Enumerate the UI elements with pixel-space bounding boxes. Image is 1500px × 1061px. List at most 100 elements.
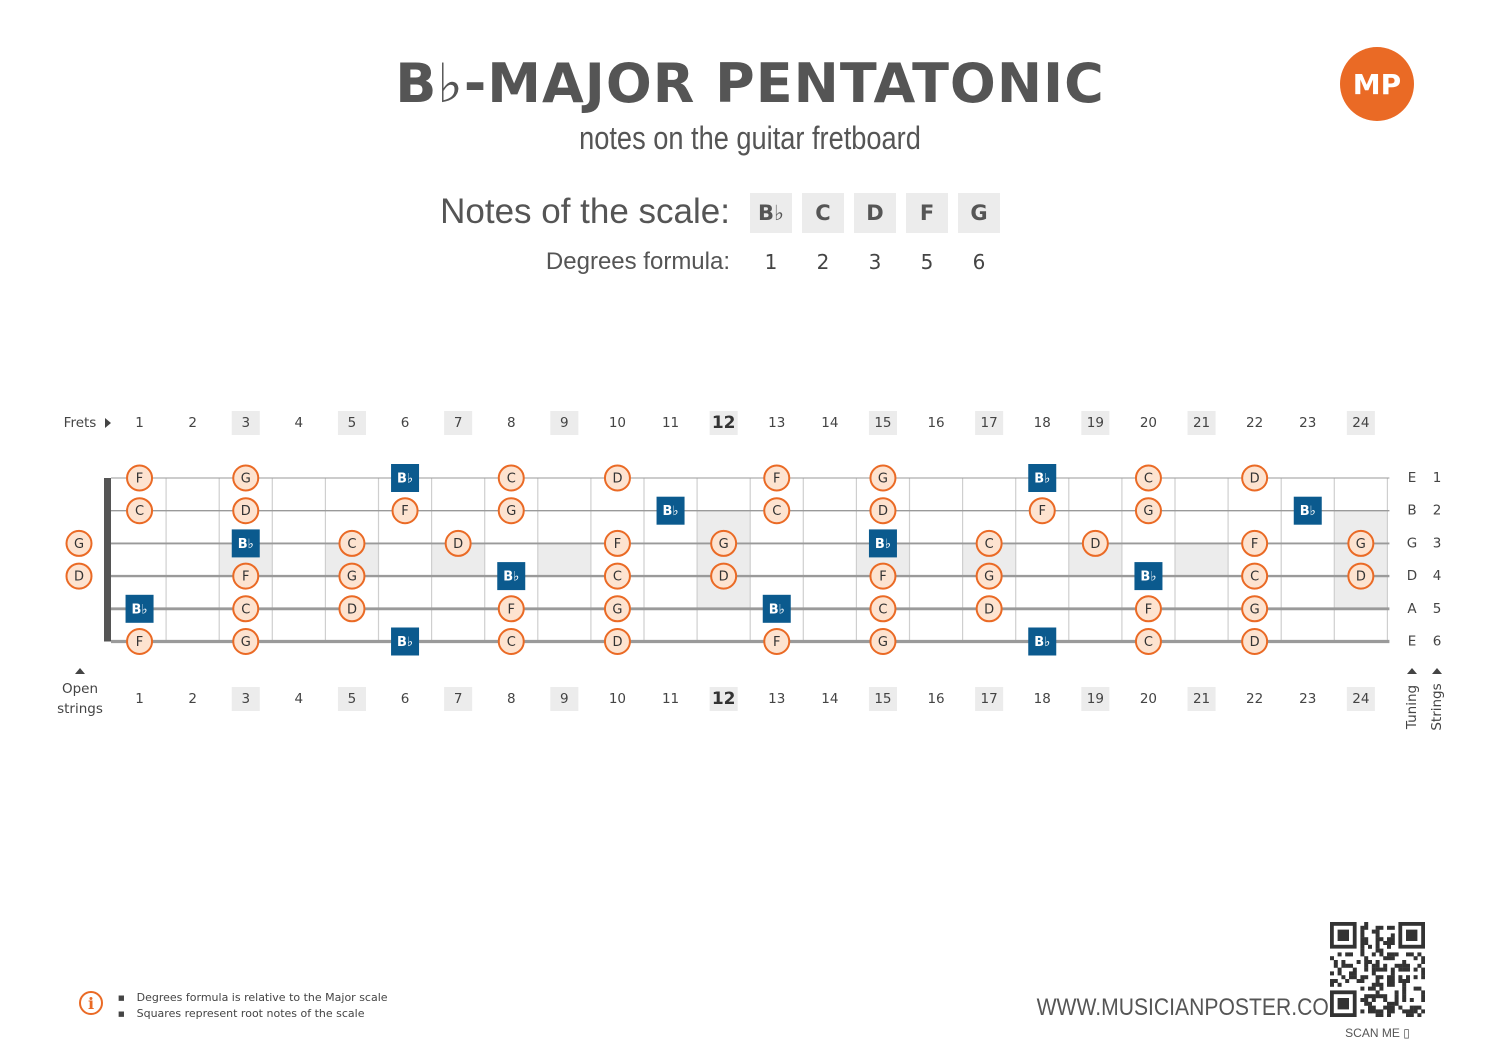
fret-number: 5 bbox=[348, 691, 357, 707]
scale-note-label: D bbox=[612, 635, 622, 650]
root-note-square bbox=[231, 529, 260, 558]
scale-note-label: G bbox=[241, 472, 251, 487]
fret-number: 3 bbox=[241, 415, 250, 431]
root-note-square bbox=[656, 496, 685, 525]
tuning-label: Tuning bbox=[1404, 685, 1420, 730]
fret-number: 16 bbox=[927, 691, 944, 707]
scale-note-circle bbox=[497, 497, 525, 525]
fret-number-box bbox=[1081, 687, 1110, 711]
root-note-label: B♭ bbox=[1300, 504, 1316, 519]
fret-number: 20 bbox=[1140, 415, 1157, 431]
fret-number-box bbox=[1346, 687, 1375, 711]
scale-note-circle bbox=[1081, 529, 1109, 557]
scale-note-circle bbox=[232, 464, 260, 492]
root-note-label: B♭ bbox=[1140, 570, 1156, 585]
scale-note-label: G bbox=[878, 635, 888, 650]
fret-number: 19 bbox=[1087, 415, 1104, 431]
root-note-square bbox=[1293, 496, 1322, 525]
fret-number-box bbox=[1346, 411, 1375, 435]
footnote-item: Squares represent root notes of the scal… bbox=[118, 1006, 388, 1022]
fret-number-box bbox=[231, 411, 260, 435]
scale-note-circle bbox=[126, 497, 154, 525]
scale-note-label: D bbox=[1090, 537, 1100, 552]
fret-number: 12 bbox=[712, 413, 736, 433]
scale-note-label: C bbox=[985, 537, 994, 552]
scale-note-circle bbox=[975, 562, 1003, 590]
scale-note-label: G bbox=[984, 570, 994, 585]
root-note-label: B♭ bbox=[397, 635, 413, 650]
musicianposter-logo[interactable]: MP bbox=[1340, 47, 1414, 121]
scale-note-label: C bbox=[1144, 472, 1153, 487]
qr-code-icon[interactable] bbox=[1330, 922, 1425, 1017]
fret-number: 6 bbox=[401, 415, 410, 431]
scale-note: F bbox=[906, 193, 948, 233]
scale-note-label: D bbox=[878, 504, 888, 519]
fret-number-box bbox=[868, 687, 897, 711]
string-number: 6 bbox=[1433, 634, 1442, 650]
string-number: 1 bbox=[1433, 470, 1442, 486]
scale-note-circle bbox=[603, 464, 631, 492]
scale-note-label: D bbox=[719, 570, 729, 585]
fret-number-box bbox=[868, 411, 897, 435]
fret-number-box bbox=[975, 687, 1004, 711]
scale-note-circle bbox=[1241, 595, 1269, 623]
fret-number: 22 bbox=[1246, 415, 1263, 431]
page-subtitle: notes on the guitar fretboard bbox=[579, 120, 921, 156]
scale-note-label: D bbox=[1250, 472, 1260, 487]
root-note-square bbox=[1134, 562, 1163, 591]
fret-number: 23 bbox=[1299, 691, 1316, 707]
scale-note-label: D bbox=[74, 570, 84, 585]
root-note-square bbox=[1028, 627, 1057, 656]
fret-number: 19 bbox=[1087, 691, 1104, 707]
root-note-square bbox=[497, 562, 526, 591]
root-note-label: B♭ bbox=[1034, 635, 1050, 650]
scale-note-circle bbox=[232, 595, 260, 623]
scale-note-label: C bbox=[507, 472, 516, 487]
scale-note-circle bbox=[603, 628, 631, 655]
scale-note-label: F bbox=[1145, 602, 1152, 617]
fret-inlay bbox=[537, 543, 591, 577]
root-note-square bbox=[1028, 464, 1057, 492]
fret-number: 15 bbox=[874, 415, 891, 431]
scale-note: G bbox=[958, 193, 1000, 233]
website-link[interactable]: WWW.MUSICIANPOSTER.COM bbox=[1036, 994, 1347, 1021]
fret-number-box bbox=[550, 411, 579, 435]
scale-note-circle bbox=[763, 497, 791, 525]
scale-note-label: G bbox=[241, 635, 251, 650]
scale-note-label: F bbox=[614, 537, 621, 552]
scale-note-label: C bbox=[1250, 570, 1259, 585]
scale-note-circle bbox=[497, 628, 525, 655]
scale-note-label: F bbox=[401, 504, 408, 519]
fret-number: 15 bbox=[874, 691, 891, 707]
triangle-up-icon bbox=[1407, 668, 1417, 674]
scale-note-label: G bbox=[719, 537, 729, 552]
scale-note-circle bbox=[126, 464, 154, 492]
scale-degree: 2 bbox=[816, 250, 830, 274]
scale-note-circle bbox=[1134, 628, 1162, 655]
scale-note-circle bbox=[444, 529, 472, 557]
fret-number: 8 bbox=[507, 691, 516, 707]
root-note-square bbox=[391, 627, 420, 656]
fret-number-box bbox=[975, 411, 1004, 435]
scale-note-circle bbox=[1241, 464, 1269, 492]
fret-number: 3 bbox=[241, 691, 250, 707]
scale-note-label: F bbox=[1039, 504, 1046, 519]
scale-note-circle bbox=[763, 628, 791, 655]
scale-degree: 6 bbox=[972, 250, 986, 274]
scale-degree: 5 bbox=[920, 250, 934, 274]
scale-note-circle bbox=[338, 562, 366, 590]
scale-note-circle bbox=[1134, 595, 1162, 623]
scale-note-circle bbox=[338, 529, 366, 557]
scale-note-label: F bbox=[242, 570, 249, 585]
triangle-right-icon bbox=[105, 418, 111, 428]
scale-note-label: D bbox=[241, 504, 251, 519]
scale-note-label: D bbox=[1250, 635, 1260, 650]
scale-note-circle bbox=[1241, 562, 1269, 590]
scale-note-label: C bbox=[1144, 635, 1153, 650]
string-number: 3 bbox=[1433, 535, 1442, 551]
scale-note-label: C bbox=[878, 602, 887, 617]
scale-note-label: G bbox=[878, 472, 888, 487]
scale-note: D bbox=[854, 193, 896, 233]
root-note-label: B♭ bbox=[503, 570, 519, 585]
string-number: 2 bbox=[1433, 503, 1442, 519]
